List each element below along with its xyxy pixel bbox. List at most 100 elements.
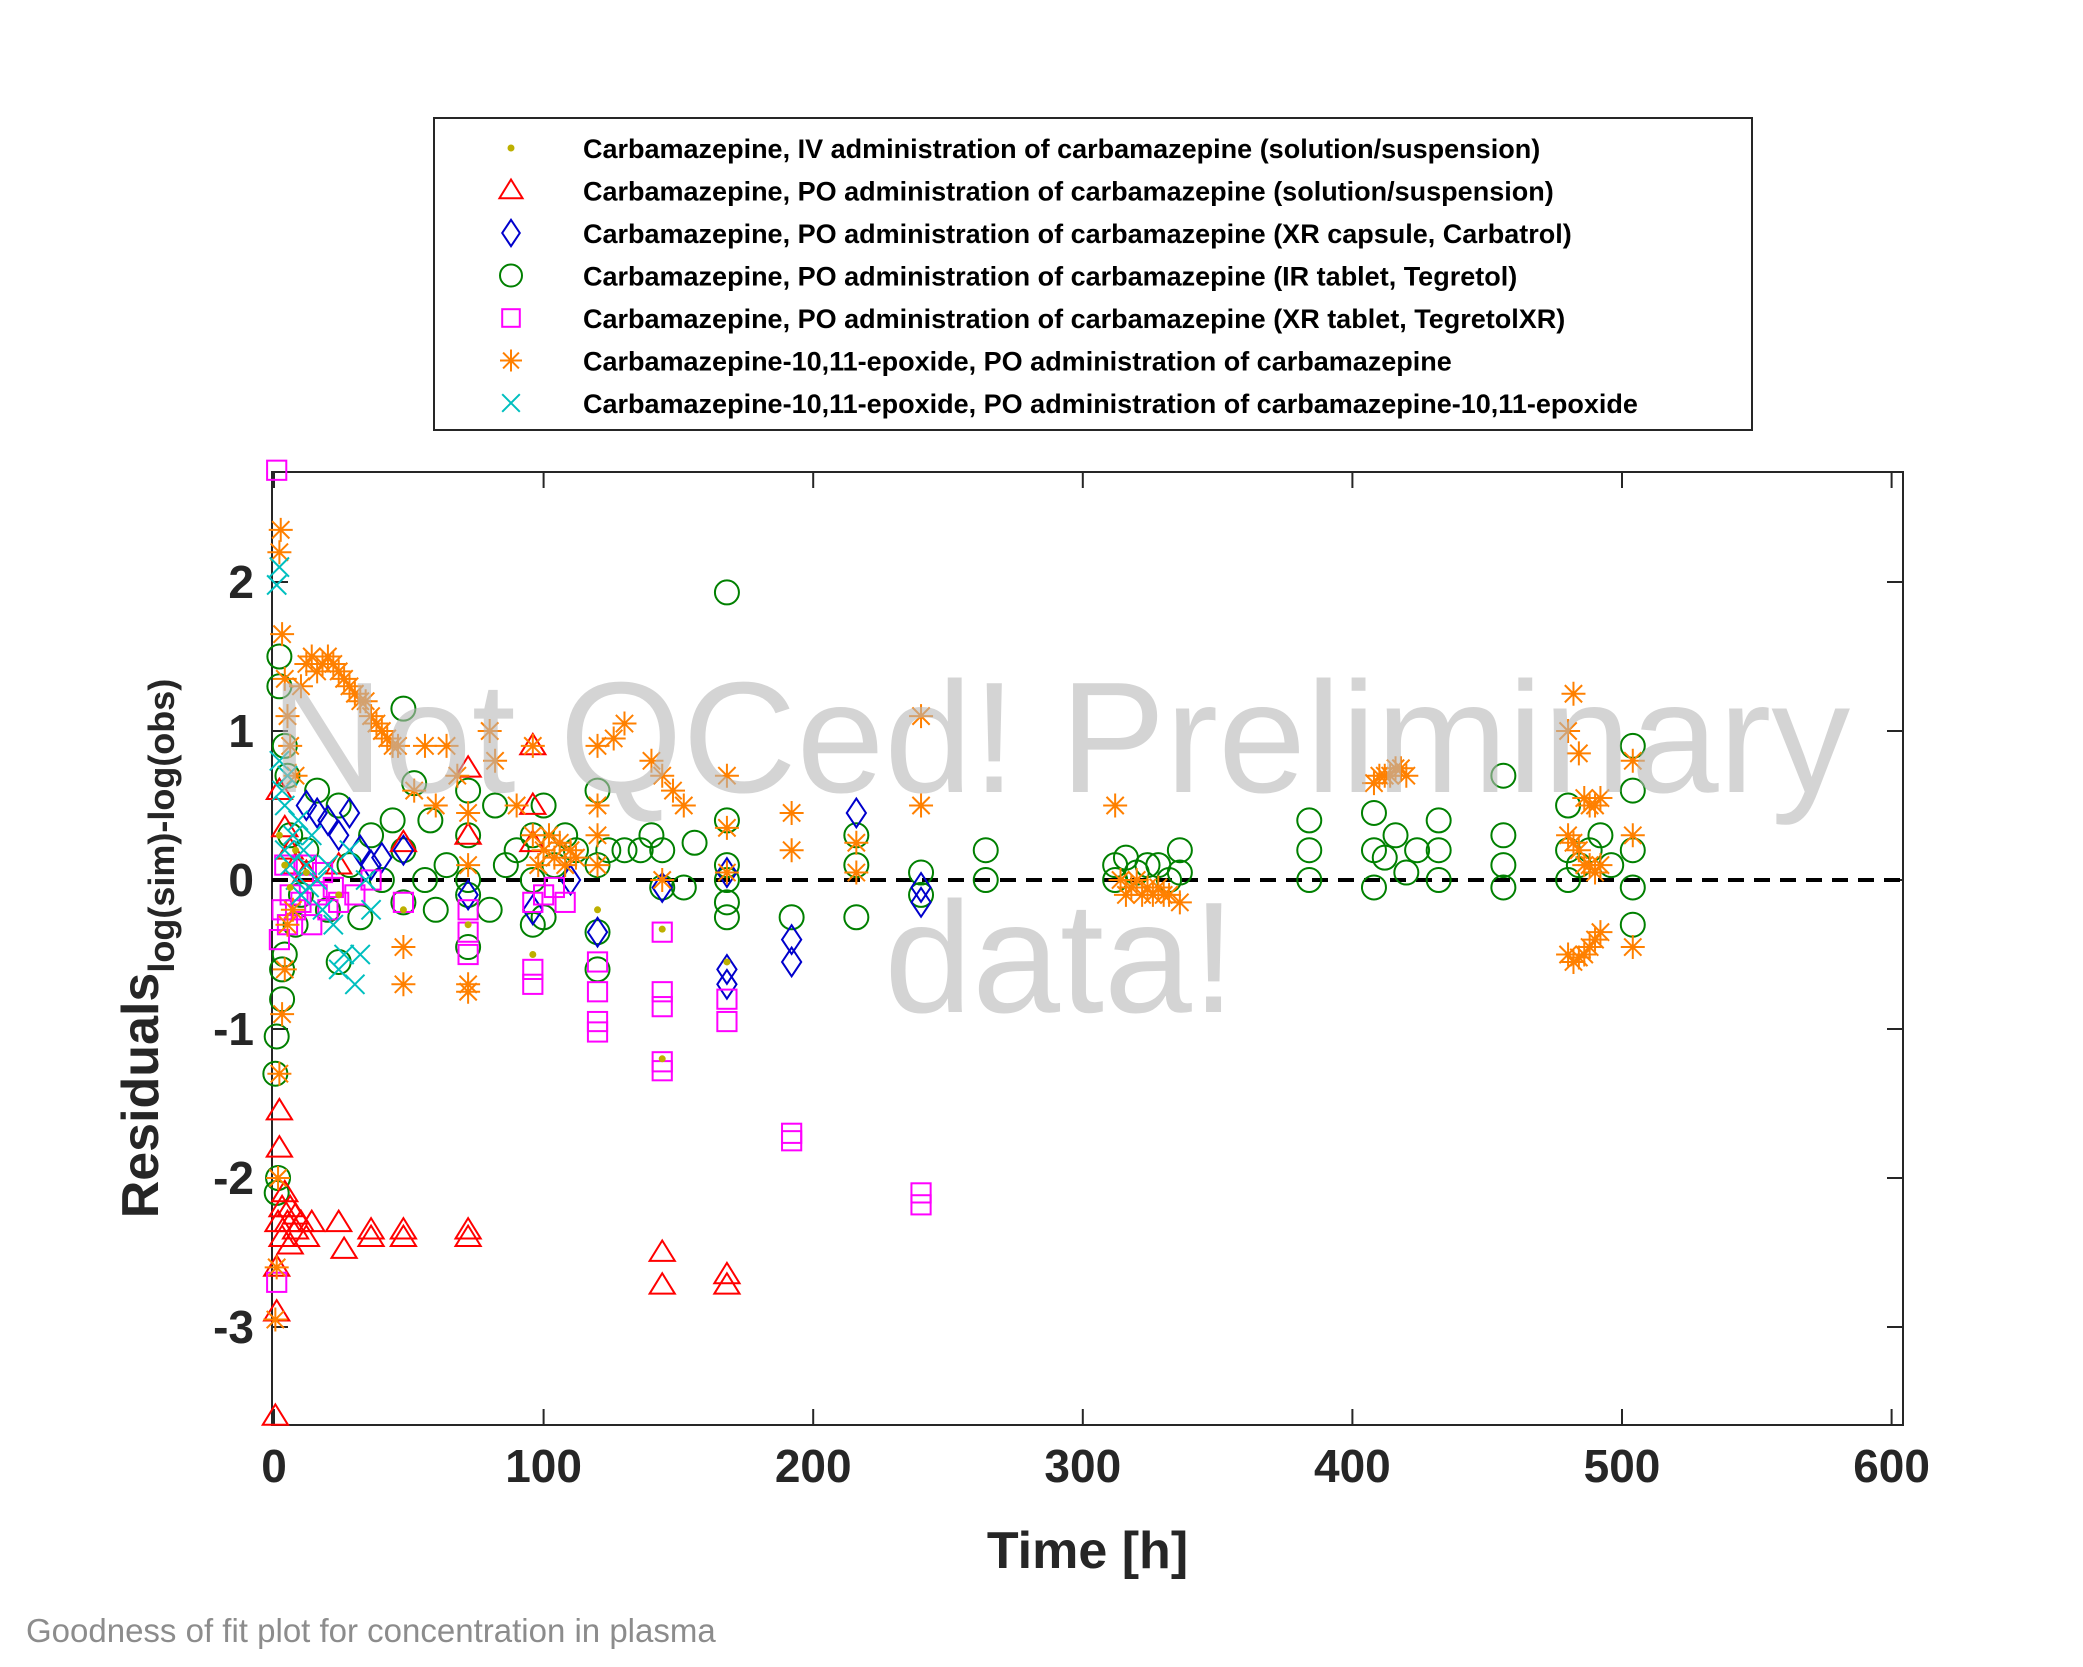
y-tick-label: -2 (213, 1152, 254, 1204)
data-point-asterisk (412, 733, 437, 758)
data-point-asterisk (1394, 763, 1419, 788)
data-point-asterisk (359, 704, 384, 729)
data-point-circle (304, 777, 331, 804)
data-point-square (910, 1182, 932, 1204)
y-tick-label: 0 (228, 854, 254, 906)
data-point-asterisk (268, 517, 293, 542)
data-point-asterisk (531, 838, 556, 863)
y-axis-label: Residualslog(sim)-log(obs) (112, 679, 182, 1219)
data-point-circle (390, 695, 417, 722)
series-x (266, 556, 382, 995)
data-point-asterisk (585, 853, 610, 878)
data-point-square (651, 921, 673, 943)
legend-item: Carbamazepine, IV administration of carb… (507, 134, 1540, 164)
data-point-asterisk (563, 845, 588, 870)
data-point-asterisk (1124, 868, 1149, 892)
data-point-asterisk (326, 659, 351, 684)
data-point-asterisk (456, 800, 481, 825)
data-point-diamond (586, 915, 609, 949)
data-point-asterisk (547, 830, 572, 855)
data-point-asterisk (1556, 719, 1581, 743)
data-point-square (344, 884, 366, 906)
data-point-circle (1382, 822, 1409, 849)
series-triangle (260, 731, 742, 1426)
data-point-x (282, 824, 304, 846)
data-point-asterisk (1561, 830, 1586, 855)
data-point-diamond (780, 923, 803, 956)
data-point-triangle (647, 1238, 677, 1262)
data-point-asterisk (1620, 935, 1645, 960)
data-point-triangle (264, 1097, 294, 1121)
data-point-circle (1425, 837, 1452, 864)
watermark: Not QCed! Preliminary data! (270, 650, 1850, 1046)
data-point-circle (1490, 822, 1517, 849)
data-point-diamond (910, 886, 932, 919)
legend-label: Carbamazepine, PO administration of carb… (583, 219, 1572, 249)
legend-label: Carbamazepine, IV administration of carb… (583, 134, 1540, 164)
data-point-asterisk (1167, 890, 1192, 915)
series-asterisk (263, 517, 1645, 1332)
data-point-asterisk (520, 823, 545, 848)
data-point-triangle (712, 1260, 742, 1285)
data-point-asterisk (558, 838, 583, 863)
data-point-diamond (360, 848, 382, 882)
data-point-diamond (457, 878, 479, 912)
data-point-circle (1296, 867, 1323, 893)
watermark-line-1: Not QCed! Preliminary (270, 650, 1850, 826)
legend-marker-square (501, 308, 521, 328)
data-point-x (279, 854, 301, 876)
data-point-asterisk (275, 912, 300, 937)
data-point-circle (1360, 874, 1387, 901)
data-point-circle (287, 881, 314, 908)
legend-marker-dot (507, 144, 515, 152)
data-point-circle (584, 919, 611, 946)
legend-item: Carbamazepine-10,11-epoxide, PO administ… (501, 389, 1638, 419)
data-point-square (290, 891, 312, 913)
data-point-asterisk (1119, 875, 1144, 900)
data-point-asterisk (1378, 763, 1403, 788)
data-point-asterisk (342, 681, 367, 706)
legend-marker-circle (499, 263, 523, 288)
data-point-square (586, 951, 609, 973)
data-point-asterisk (661, 778, 686, 803)
data-point-square (554, 891, 576, 913)
data-point-circle (649, 837, 676, 864)
data-point-asterisk (315, 644, 340, 669)
legend-marker-x (501, 393, 521, 413)
data-point-circle (530, 792, 557, 819)
data-point-square (586, 1021, 609, 1043)
data-point-asterisk (375, 726, 400, 751)
data-point-asterisk (332, 666, 357, 691)
data-point-square (910, 1194, 932, 1216)
data-point-triangle (389, 828, 418, 853)
data-point-triangle (260, 1402, 290, 1426)
data-point-square (522, 973, 544, 995)
data-point-circle (1166, 837, 1193, 864)
data-point-circle (1296, 807, 1323, 834)
data-point-diamond (327, 819, 350, 852)
data-point-asterisk (280, 897, 305, 922)
data-point-x (355, 869, 376, 891)
data-point-asterisk (1113, 882, 1138, 907)
data-point-circle (1425, 807, 1452, 834)
data-point-asterisk (402, 778, 427, 803)
data-point-circle (1393, 859, 1420, 886)
data-point-circle (1490, 762, 1517, 789)
data-point-circle (1296, 837, 1323, 864)
data-point-diamond (845, 796, 868, 830)
data-point-asterisk (714, 860, 739, 885)
data-point-asterisk (553, 853, 578, 878)
axis-ticks: 0 100 200 300 400 500 600 -3 -2 -1 0 1 2 (213, 472, 1930, 1492)
data-point-asterisk (1361, 771, 1386, 796)
data-point-asterisk (536, 823, 561, 848)
data-point-asterisk (1572, 942, 1597, 967)
data-point-dot (594, 906, 602, 914)
data-point-asterisk (272, 957, 297, 982)
legend-label: Carbamazepine-10,11-epoxide, PO administ… (583, 389, 1638, 419)
data-point-circle (263, 1023, 290, 1050)
data-point-asterisk (369, 719, 394, 743)
data-point-asterisk (585, 823, 610, 848)
data-point-asterisk (909, 704, 934, 729)
x-tick-label: 500 (1584, 1440, 1661, 1492)
